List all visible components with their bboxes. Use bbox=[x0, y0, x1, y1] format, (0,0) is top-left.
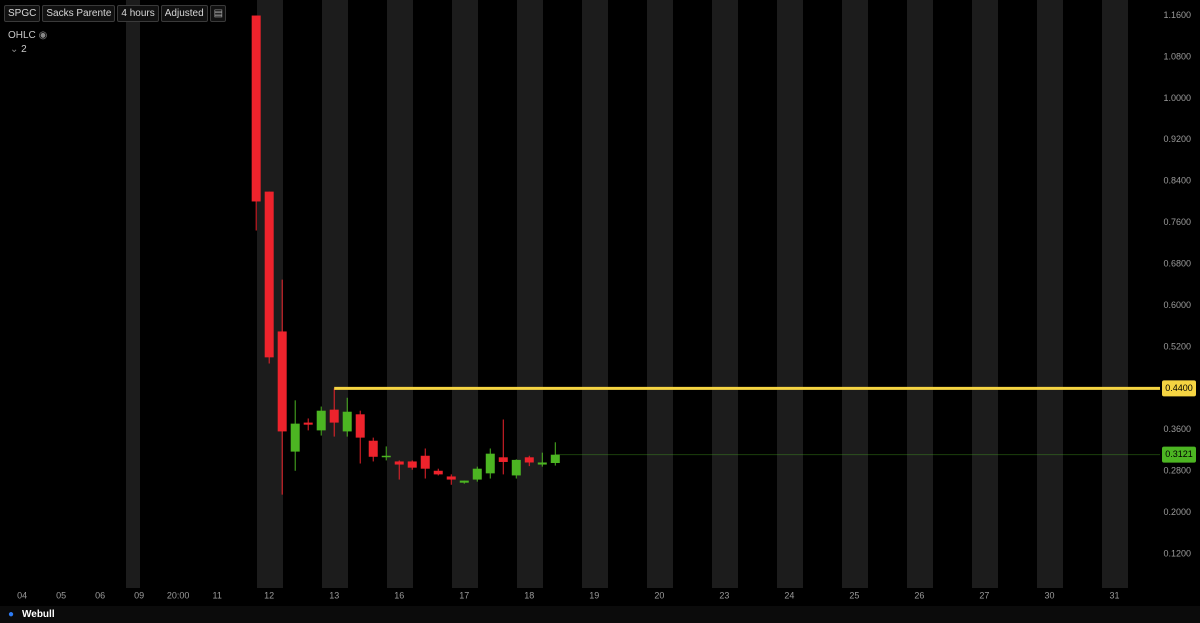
candle-body bbox=[290, 423, 300, 452]
collapsed-count: 2 bbox=[21, 44, 27, 55]
candle-body bbox=[459, 480, 469, 483]
x-tick-label: 19 bbox=[589, 590, 599, 600]
candle-body bbox=[524, 457, 534, 463]
candle-body bbox=[381, 455, 391, 458]
x-tick-label: 05 bbox=[56, 590, 66, 600]
indicator-label: OHLC bbox=[8, 30, 36, 41]
candle-body bbox=[329, 409, 339, 423]
session-band bbox=[777, 0, 803, 588]
price-line-label: 0.4400 bbox=[1165, 383, 1193, 393]
candle-body bbox=[498, 457, 508, 462]
symbol[interactable]: SPGC bbox=[4, 5, 41, 22]
candle-body bbox=[277, 331, 287, 432]
candle-body bbox=[264, 191, 274, 358]
indicator[interactable]: OHLC ◉ bbox=[8, 30, 48, 41]
collapsed[interactable]: ⌄ 2 bbox=[10, 44, 27, 55]
candle-body bbox=[420, 455, 430, 469]
brand: Webull bbox=[22, 609, 55, 620]
x-tick-label: 13 bbox=[329, 590, 339, 600]
x-tick-label: 06 bbox=[95, 590, 105, 600]
session-band bbox=[712, 0, 738, 588]
candle-body bbox=[342, 411, 352, 432]
candle-body bbox=[472, 468, 482, 480]
candle-body bbox=[433, 470, 443, 475]
session-band bbox=[972, 0, 998, 588]
candle-body bbox=[355, 414, 365, 438]
y-tick-label: 0.7600 bbox=[1163, 217, 1191, 227]
x-tick-label: 20:00 bbox=[167, 590, 190, 600]
candle-body bbox=[316, 410, 326, 431]
x-tick-label: 30 bbox=[1044, 590, 1054, 600]
x-tick-label: 12 bbox=[264, 590, 274, 600]
candle-body bbox=[550, 454, 560, 463]
session-band bbox=[517, 0, 543, 588]
x-tick-label: 11 bbox=[213, 590, 222, 600]
x-tick-label: 26 bbox=[914, 590, 924, 600]
session-band bbox=[126, 0, 140, 588]
candle-body bbox=[511, 459, 521, 476]
adjustment[interactable]: Adjusted bbox=[160, 5, 208, 22]
candle-body bbox=[537, 462, 547, 465]
y-tick-label: 0.3600 bbox=[1163, 424, 1191, 434]
x-tick-label: 31 bbox=[1109, 590, 1119, 600]
candle-body bbox=[368, 440, 378, 457]
x-tick-label: 27 bbox=[979, 590, 989, 600]
price-line-box bbox=[1162, 380, 1196, 397]
session-band bbox=[907, 0, 933, 588]
y-tick-label: 0.8400 bbox=[1163, 176, 1191, 186]
x-tick-label: 23 bbox=[719, 590, 729, 600]
last-price-box bbox=[1162, 446, 1196, 463]
session-band bbox=[322, 0, 348, 588]
x-tick-label: 24 bbox=[784, 590, 794, 600]
y-tick-label: 0.6000 bbox=[1163, 300, 1191, 310]
y-tick-label: 0.5200 bbox=[1163, 341, 1191, 351]
x-tick-label: 25 bbox=[849, 590, 859, 600]
x-tick-label: 04 bbox=[17, 590, 27, 600]
x-tick-label: 09 bbox=[134, 590, 144, 600]
settings-icon[interactable]: ▤ bbox=[209, 5, 226, 22]
session-band bbox=[582, 0, 608, 588]
footer: ● Webull bbox=[0, 606, 1200, 623]
session-band bbox=[647, 0, 673, 588]
y-tick-label: 0.6800 bbox=[1163, 259, 1191, 269]
session-band bbox=[1102, 0, 1128, 588]
last-price-label: 0.3121 bbox=[1165, 449, 1193, 459]
company-name[interactable]: Sacks Parente bbox=[42, 5, 116, 22]
x-tick-label: 20 bbox=[654, 590, 664, 600]
y-tick-label: 1.0800 bbox=[1163, 51, 1191, 61]
y-tick-label: 0.2000 bbox=[1163, 507, 1191, 517]
x-tick-label: 16 bbox=[394, 590, 404, 600]
candle-body bbox=[485, 453, 495, 474]
session-band bbox=[387, 0, 413, 588]
y-tick-label: 1.1600 bbox=[1163, 10, 1191, 20]
y-tick-label: 0.2800 bbox=[1163, 466, 1191, 476]
session-band bbox=[452, 0, 478, 588]
candle-body bbox=[407, 461, 417, 468]
x-tick-label: 18 bbox=[524, 590, 534, 600]
interval[interactable]: 4 hours bbox=[117, 5, 159, 22]
header: SPGC Sacks Parente 4 hours Adjusted ▤ bbox=[4, 5, 226, 22]
candle-body bbox=[251, 15, 261, 202]
y-tick-label: 0.1200 bbox=[1163, 549, 1191, 559]
session-band bbox=[1037, 0, 1063, 588]
y-tick-label: 1.0000 bbox=[1163, 93, 1191, 103]
x-tick-label: 17 bbox=[459, 590, 469, 600]
y-tick-label: 0.9200 bbox=[1163, 134, 1191, 144]
candle-body bbox=[303, 422, 313, 425]
candle-body bbox=[394, 461, 404, 465]
session-band bbox=[842, 0, 868, 588]
candle-body bbox=[446, 476, 456, 480]
